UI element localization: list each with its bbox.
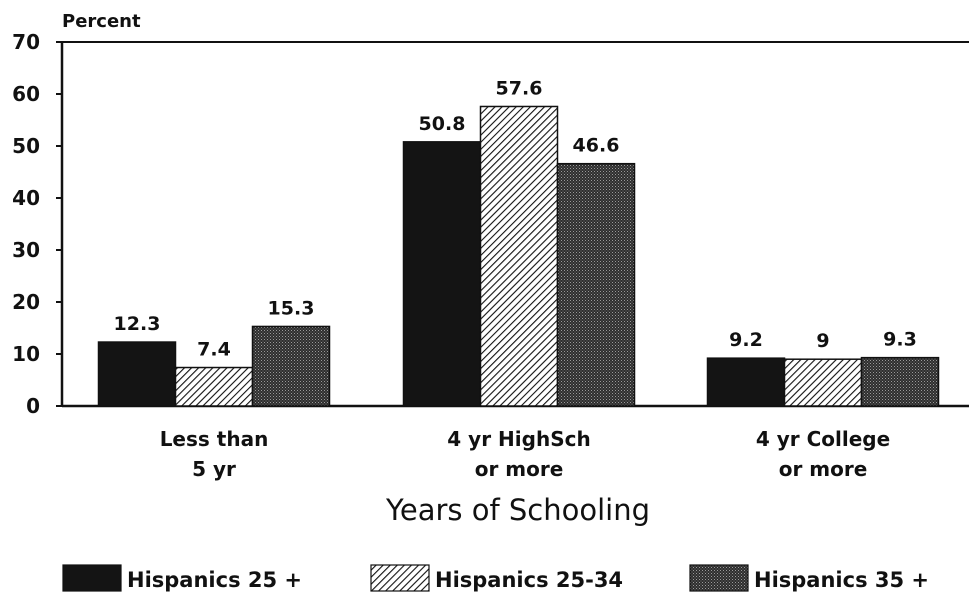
- y-axis-ticks: 0 10 20 30 40 50 60 70: [12, 30, 62, 418]
- category-labels-group: Less than 5 yr 4 yr HighSch or more 4 yr Col…: [160, 427, 890, 481]
- value-label: 9: [816, 330, 829, 352]
- category-label: or more: [779, 457, 868, 481]
- value-label: 46.6: [573, 135, 620, 157]
- category-label: Less than: [160, 427, 269, 451]
- legend: Hispanics 25 + Hispanics 25-34 Hispanics 3…: [62, 564, 929, 592]
- category-label: 4 yr HighSch: [447, 427, 590, 451]
- legend-label-1: Hispanics 25 +: [127, 568, 302, 592]
- bar-1-3: [251, 325, 331, 407]
- y-tick-label: 50: [12, 134, 40, 158]
- bar-2-2: [479, 105, 559, 407]
- bar-3-2: [783, 358, 863, 407]
- value-label: 9.2: [729, 329, 763, 351]
- x-axis-label: Years of Schooling: [385, 493, 650, 527]
- legend-label-2: Hispanics 25-34: [435, 568, 623, 592]
- y-tick-label: 70: [12, 30, 40, 54]
- legend-swatch-3: [689, 564, 749, 592]
- value-label: 9.3: [883, 329, 917, 351]
- y-tick-label: 20: [12, 290, 40, 314]
- legend-label-3: Hispanics 35 +: [754, 568, 929, 592]
- y-tick-label: 10: [12, 342, 40, 366]
- y-tick-label: 40: [12, 186, 40, 210]
- category-label: 5 yr: [192, 457, 236, 481]
- bar-1-2: [174, 366, 254, 407]
- value-label: 15.3: [268, 297, 315, 319]
- y-tick-label: 60: [12, 82, 40, 106]
- legend-swatch-2: [370, 564, 430, 592]
- value-label: 12.3: [114, 313, 161, 335]
- value-labels-group: 12.3 7.4 15.3 50.8 57.6 46.6 9.2 9 9.3: [114, 77, 917, 360]
- category-label: 4 yr College: [756, 427, 890, 451]
- y-axis-label: Percent: [62, 11, 141, 32]
- bar-2-1: [402, 141, 482, 407]
- bar-3-1: [706, 357, 786, 407]
- y-tick-label: 30: [12, 238, 40, 262]
- bar-3-3: [860, 356, 940, 407]
- value-label: 50.8: [419, 113, 466, 135]
- bar-1-1: [97, 341, 177, 407]
- value-label: 57.6: [496, 77, 543, 99]
- bar-2-3: [556, 162, 636, 407]
- value-label: 7.4: [197, 339, 231, 361]
- legend-swatch-1: [62, 564, 122, 592]
- bars-group: [97, 105, 940, 407]
- category-label: or more: [475, 457, 564, 481]
- y-tick-label: 0: [26, 394, 40, 418]
